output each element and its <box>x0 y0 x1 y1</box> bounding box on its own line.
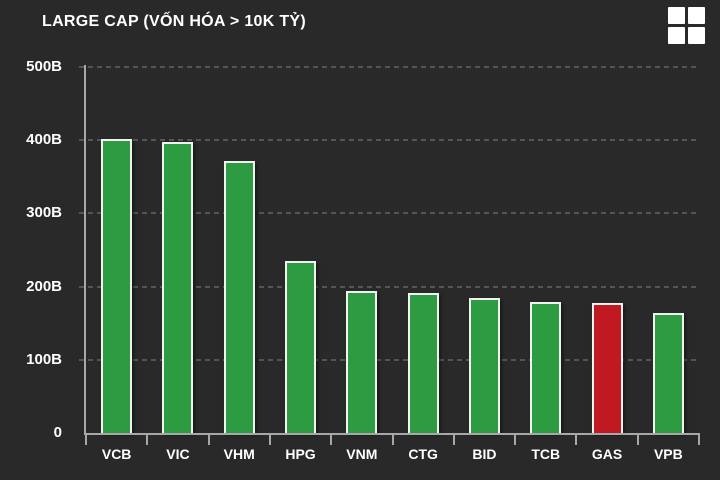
x-axis-label-CTG: CTG <box>408 446 438 462</box>
bar-VCB <box>101 139 132 433</box>
x-axis-label-VPB: VPB <box>653 446 683 462</box>
x-axis-tick-8 <box>575 433 577 445</box>
gridline-200 <box>79 285 699 288</box>
x-axis-tick-7 <box>514 433 516 445</box>
grid-icon-square <box>688 27 705 44</box>
y-axis-label-200B: 200B <box>26 277 62 295</box>
x-axis-tick-4 <box>330 433 332 445</box>
bar-VIC <box>162 142 193 433</box>
grid-menu-icon[interactable] <box>668 7 705 44</box>
x-axis-label-VCB: VCB <box>101 446 132 462</box>
gridline-400 <box>79 139 699 142</box>
bar-BID <box>469 298 500 433</box>
bar-VHM <box>224 161 255 433</box>
y-axis-label-300B: 300B <box>26 204 62 222</box>
bar-GAS <box>592 303 623 433</box>
x-axis-label-VIC: VIC <box>166 446 190 462</box>
bar-HPG <box>285 261 316 433</box>
y-axis-line <box>84 65 86 435</box>
x-axis-tick-9 <box>637 433 639 445</box>
x-axis-label-HPG: HPG <box>285 446 316 462</box>
bar-chart-plot-area <box>79 66 699 433</box>
gridline-100 <box>79 358 699 361</box>
x-axis-tick-2 <box>208 433 210 445</box>
x-axis-tick-3 <box>269 433 271 445</box>
y-axis-label-0: 0 <box>53 424 62 441</box>
y-axis-label-100B: 100B <box>26 350 62 368</box>
grid-icon-square <box>688 7 705 24</box>
x-axis-label-BID: BID <box>472 446 497 462</box>
x-axis-tick-1 <box>146 433 148 445</box>
grid-icon-square <box>668 7 685 24</box>
bar-TCB <box>530 302 561 433</box>
y-axis-label-500B: 500B <box>26 58 62 75</box>
chart-title: LARGE CAP (VỐN HÓA > 10K TỶ) <box>42 13 306 30</box>
bar-VPB <box>653 313 684 433</box>
x-axis-label-GAS: GAS <box>591 446 623 462</box>
gridline-500 <box>79 66 699 68</box>
bar-VNM <box>346 291 377 433</box>
x-axis-tick-6 <box>453 433 455 445</box>
x-axis-tick-0 <box>85 433 87 445</box>
x-axis-label-TCB: TCB <box>531 446 561 462</box>
x-axis-label-VNM: VNM <box>346 446 378 462</box>
grid-icon-square <box>668 27 685 44</box>
y-axis-label-400B: 400B <box>26 131 62 149</box>
x-axis-tick-5 <box>392 433 394 445</box>
gridline-300 <box>79 212 699 215</box>
bar-CTG <box>408 293 439 433</box>
x-axis-tick-10 <box>698 433 700 445</box>
x-axis-label-VHM: VHM <box>223 446 255 462</box>
